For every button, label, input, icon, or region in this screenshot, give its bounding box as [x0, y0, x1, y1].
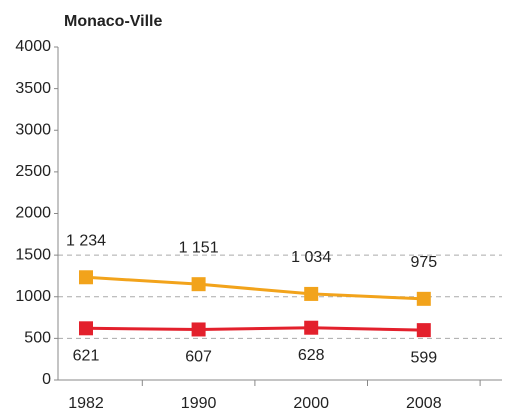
y-tick-label: 2500 — [15, 163, 51, 180]
x-tick-label: 2000 — [293, 395, 329, 412]
y-tick-label: 3500 — [15, 80, 51, 97]
point-marker — [191, 322, 206, 337]
point-marker — [304, 320, 319, 335]
value-label: 628 — [298, 347, 325, 364]
y-tick-label: 500 — [24, 330, 51, 347]
y-tick-label: 1500 — [15, 246, 51, 263]
value-label: 1 234 — [66, 232, 106, 249]
value-label: 607 — [185, 349, 212, 366]
value-label: 599 — [410, 349, 437, 366]
value-label: 1 151 — [179, 239, 219, 256]
value-label: 1 034 — [291, 249, 331, 266]
point-marker — [416, 291, 431, 306]
x-tick-label: 2008 — [406, 395, 442, 412]
point-marker — [416, 323, 431, 338]
series-line — [85, 326, 424, 332]
value-label: 621 — [73, 348, 100, 365]
y-tick-label: 4000 — [15, 38, 51, 55]
y-tick-label: 3000 — [15, 121, 51, 138]
chart-title: Monaco-Ville — [64, 13, 162, 30]
point-marker — [79, 270, 93, 285]
value-label: 975 — [410, 254, 437, 271]
y-tick-label: 0 — [42, 371, 51, 388]
series-line — [85, 275, 424, 301]
y-tick-label: 2000 — [15, 205, 51, 222]
x-tick-label: 1982 — [68, 395, 104, 412]
point-marker — [191, 277, 206, 292]
y-tick-label: 1000 — [15, 288, 51, 305]
x-tick-label: 1990 — [181, 395, 217, 412]
point-marker — [304, 286, 319, 301]
point-marker — [79, 321, 93, 336]
